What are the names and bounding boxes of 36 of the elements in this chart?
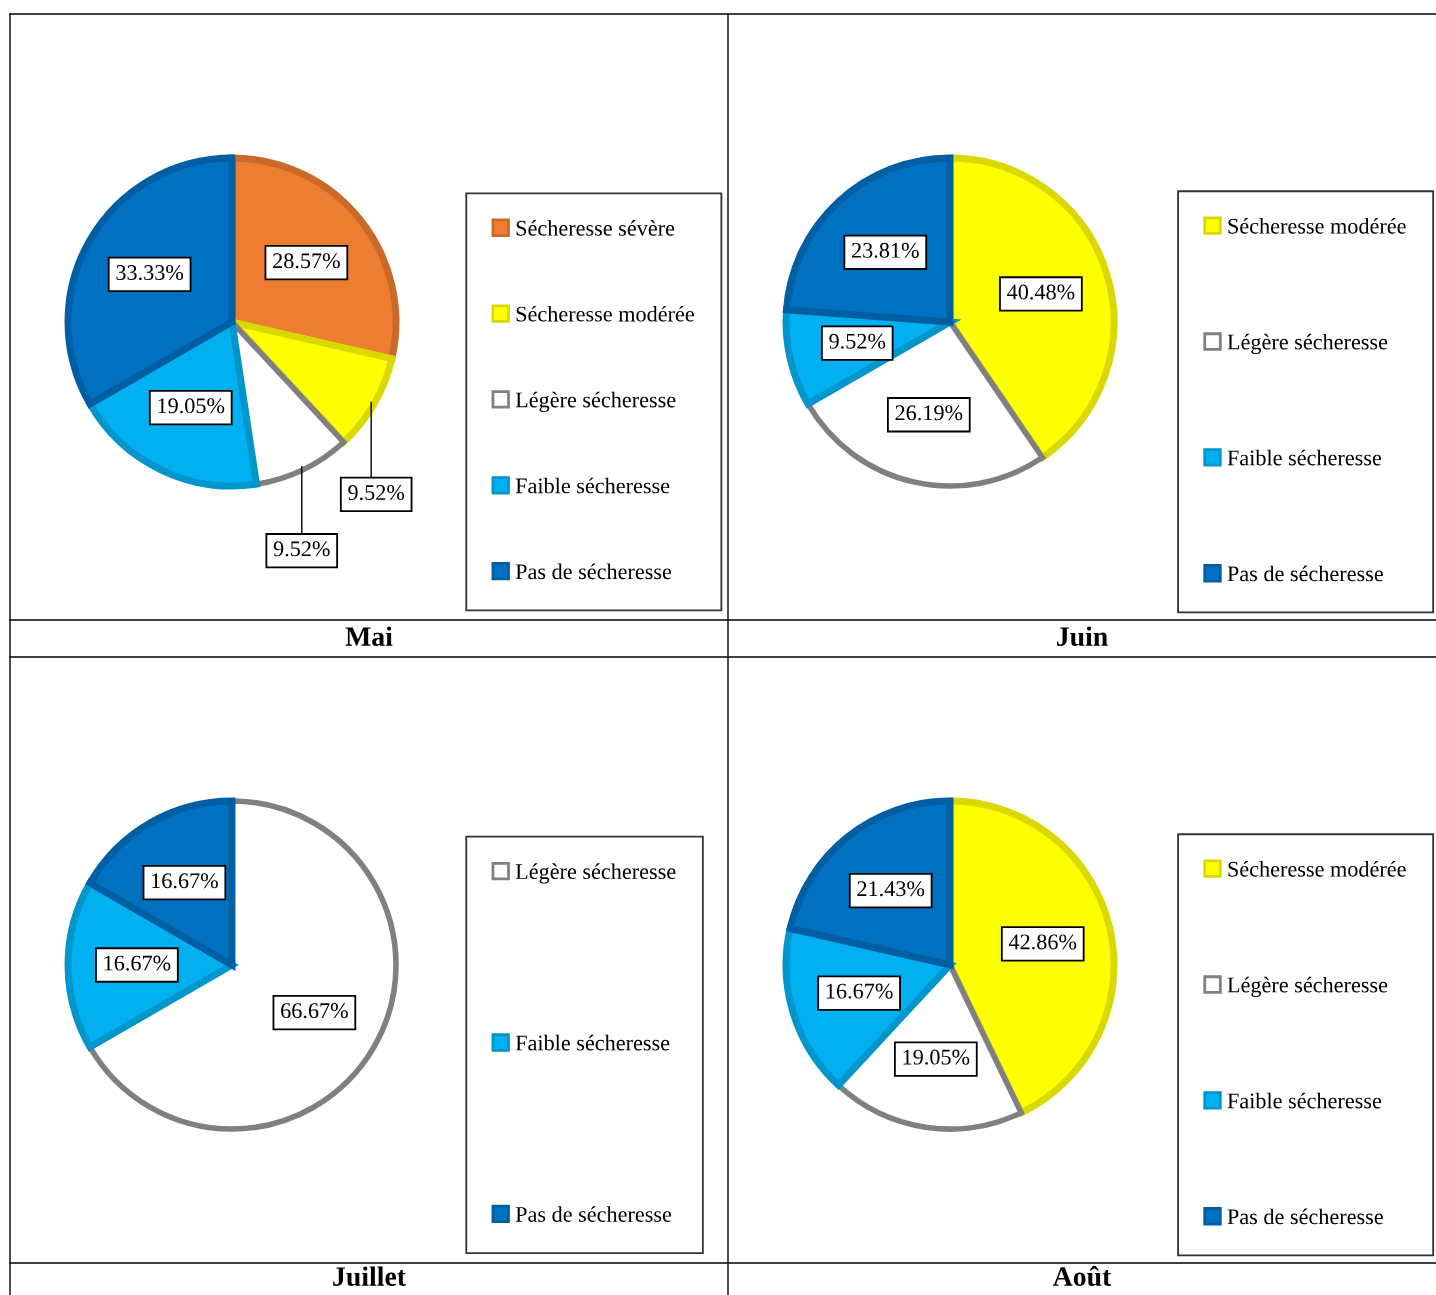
data-label: 23.81% bbox=[852, 242, 919, 258]
legend-label: Légère sécheresse bbox=[515, 863, 676, 884]
data-label: 42.86% bbox=[1008, 934, 1077, 950]
legend-label: Sécheresse modérée bbox=[1228, 861, 1406, 877]
legend-label: Sécheresse modérée bbox=[516, 305, 694, 322]
data-label: 33.33% bbox=[116, 265, 184, 281]
legend-label: Faible sécheresse bbox=[1227, 1092, 1382, 1109]
data-label: 9.52% bbox=[273, 541, 330, 557]
legend-label: Faible sécheresse bbox=[1227, 449, 1382, 466]
text: Août bbox=[1052, 1266, 1112, 1287]
legend-label: Sécheresse sévère bbox=[516, 220, 675, 236]
data-label: 16.67% bbox=[104, 955, 171, 971]
legend-label: Pas de sécheresse bbox=[515, 1206, 672, 1222]
text: Juin bbox=[1056, 626, 1108, 647]
legend-label: Faible sécheresse bbox=[515, 1034, 670, 1051]
data-label: 16.67% bbox=[826, 983, 893, 999]
legend-label: Faible sécheresse bbox=[515, 477, 670, 494]
data-label: 19.05% bbox=[903, 1049, 970, 1065]
text: Mai bbox=[345, 626, 393, 646]
data-label: 40.48% bbox=[1007, 284, 1075, 300]
data-label: 66.67% bbox=[281, 1003, 348, 1019]
data-label: 19.05% bbox=[158, 398, 225, 414]
legend-label: Pas de sécheresse bbox=[1227, 1208, 1383, 1225]
legend-label: Sécheresse modérée bbox=[1228, 218, 1406, 234]
data-label: 21.43% bbox=[857, 881, 925, 897]
data-label: 16.67% bbox=[152, 873, 218, 889]
legend-label: Légère sécheresse bbox=[515, 391, 676, 413]
legend-label: Légère sécheresse bbox=[1227, 976, 1388, 998]
legend-label: Pas de sécheresse bbox=[515, 563, 672, 580]
data-label: 9.52% bbox=[348, 485, 405, 501]
data-label: 9.52% bbox=[829, 333, 886, 349]
text: Juillet bbox=[333, 1266, 406, 1287]
data-label: 26.19% bbox=[895, 405, 963, 421]
data-label: 28.57% bbox=[273, 253, 340, 269]
legend-label: Légère sécheresse bbox=[1227, 333, 1388, 355]
legend-label: Pas de sécheresse bbox=[1227, 565, 1383, 582]
